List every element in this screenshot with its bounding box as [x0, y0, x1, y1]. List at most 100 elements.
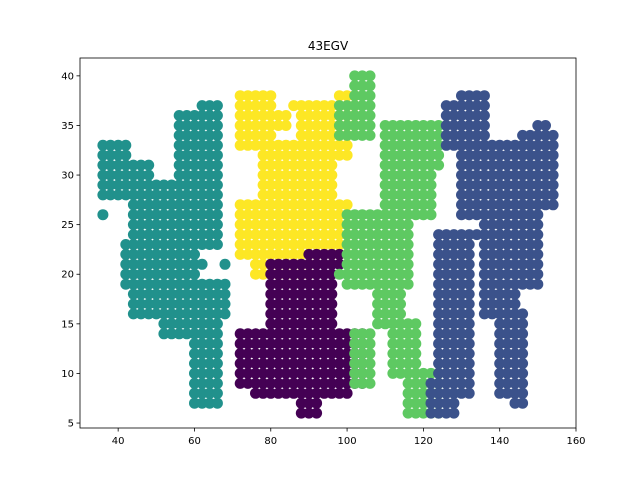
data-point — [234, 100, 246, 112]
data-point — [173, 268, 185, 280]
data-point — [486, 248, 498, 260]
data-point — [234, 328, 246, 340]
data-point — [196, 328, 208, 340]
y-tick-label: 35 — [61, 121, 74, 132]
data-point — [440, 308, 452, 320]
data-point — [97, 159, 109, 171]
data-point — [250, 268, 261, 280]
data-point — [501, 377, 513, 389]
data-point — [517, 328, 529, 340]
data-point — [494, 358, 506, 369]
data-point — [456, 328, 467, 340]
data-point — [395, 219, 406, 231]
data-point — [440, 258, 452, 270]
data-point — [143, 308, 155, 320]
data-point — [234, 248, 246, 260]
data-point — [173, 219, 185, 231]
data-point — [318, 288, 330, 300]
data-point — [166, 328, 178, 340]
data-point — [471, 199, 483, 211]
data-point — [250, 338, 261, 350]
data-point — [127, 199, 139, 211]
data-point — [272, 248, 284, 260]
data-point — [272, 338, 284, 350]
data-point — [501, 189, 513, 201]
data-point — [417, 129, 429, 141]
data-point — [349, 90, 361, 102]
data-point — [318, 199, 330, 211]
data-point — [509, 229, 521, 241]
data-point — [150, 268, 162, 280]
data-point — [219, 258, 231, 270]
data-point — [265, 367, 277, 379]
data-point — [471, 139, 483, 151]
data-point — [189, 209, 200, 221]
data-point — [120, 169, 132, 181]
data-point — [433, 139, 445, 151]
data-point — [112, 189, 124, 201]
data-point — [280, 169, 292, 181]
data-point — [509, 139, 521, 151]
data-point — [517, 139, 529, 151]
data-point — [303, 149, 315, 161]
data-point — [463, 110, 475, 121]
data-point — [288, 338, 300, 350]
data-point — [257, 100, 269, 112]
data-point — [311, 258, 323, 270]
data-point — [387, 258, 399, 270]
data-point — [295, 278, 307, 290]
data-point — [135, 209, 147, 221]
data-point — [211, 189, 223, 201]
data-point — [372, 248, 384, 260]
data-point — [311, 308, 323, 320]
data-point — [433, 288, 445, 300]
data-point — [288, 258, 300, 270]
data-point — [265, 328, 277, 340]
data-point — [410, 179, 422, 191]
data-point — [517, 189, 529, 201]
data-point — [402, 318, 414, 330]
data-point — [433, 149, 445, 161]
data-point — [326, 159, 338, 171]
data-point — [341, 248, 353, 260]
data-point — [326, 338, 338, 350]
data-point — [410, 209, 422, 221]
data-point — [547, 169, 559, 181]
data-point — [402, 377, 414, 389]
data-point — [265, 358, 277, 369]
data-point — [127, 229, 139, 241]
data-point — [478, 90, 490, 102]
data-point — [173, 199, 185, 211]
data-point — [280, 258, 292, 270]
data-point — [143, 278, 155, 290]
data-point — [356, 328, 368, 340]
data-point — [540, 189, 551, 201]
data-point — [295, 367, 307, 379]
data-point — [456, 120, 467, 131]
data-point — [395, 338, 406, 350]
data-point — [387, 348, 399, 360]
data-point — [311, 288, 323, 300]
data-point — [166, 268, 178, 280]
data-point — [463, 129, 475, 141]
data-point — [478, 229, 490, 241]
data-point — [326, 219, 338, 231]
data-point — [356, 80, 368, 92]
data-point — [333, 120, 345, 131]
data-point — [509, 298, 521, 310]
data-point — [387, 159, 399, 171]
data-point — [311, 129, 323, 141]
data-point — [295, 407, 307, 419]
data-point — [356, 377, 368, 389]
data-point — [196, 288, 208, 300]
data-point — [272, 298, 284, 310]
data-point — [143, 298, 155, 310]
y-tick-label: 10 — [61, 369, 74, 380]
data-point — [524, 278, 536, 290]
data-point — [356, 100, 368, 112]
data-point — [387, 129, 399, 141]
data-point — [387, 298, 399, 310]
data-point — [509, 219, 521, 231]
data-point — [448, 397, 460, 409]
data-point — [280, 110, 292, 121]
